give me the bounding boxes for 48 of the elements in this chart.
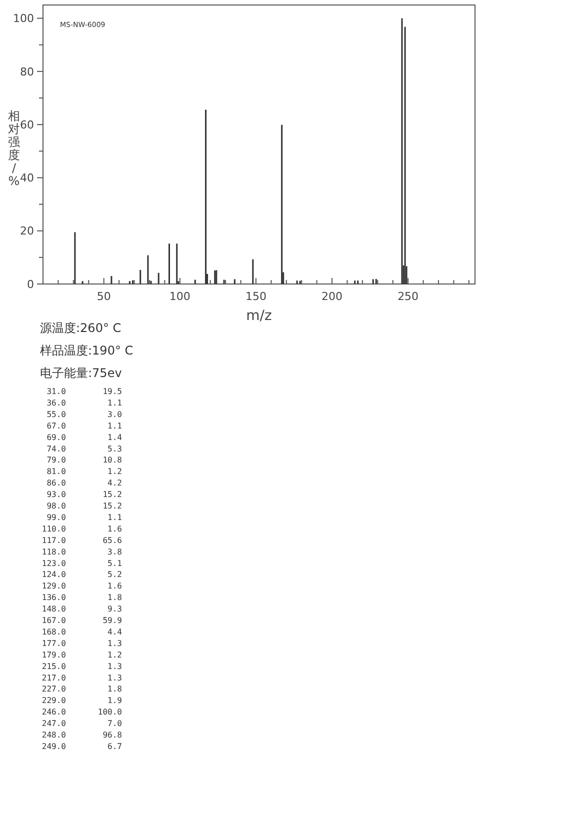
text: 69.0 1.4	[46, 432, 122, 442]
text: 177.0 1.3	[42, 638, 122, 648]
y-tick-label: 100	[13, 12, 34, 26]
text: 118.0 3.8	[42, 547, 122, 556]
text: 电子能量:75ev	[40, 366, 122, 380]
text: 249.0 6.7	[42, 742, 122, 751]
text: 227.0 1.8	[42, 684, 122, 694]
x-tick-label: 50	[96, 290, 111, 303]
y-tick-label: 80	[20, 65, 34, 78]
text: 124.0 5.2	[42, 570, 122, 580]
x-axis-title: m/z	[246, 308, 272, 324]
text: 247.0 7.0	[42, 719, 122, 728]
text: 117.0 65.6	[42, 536, 122, 545]
x-tick-label: 250	[398, 290, 419, 303]
text: 129.0 1.6	[42, 582, 122, 591]
text: 31.0 19.5	[46, 387, 122, 396]
y-tick-label: 0	[27, 278, 34, 291]
text: 55.0 3.0	[46, 410, 122, 419]
x-tick-label: 200	[322, 290, 343, 303]
y-tick-label: 20	[20, 224, 34, 238]
text: 67.0 1.1	[46, 421, 122, 430]
x-tick-label: 150	[245, 290, 266, 303]
text: 246.0 100.0	[42, 708, 122, 717]
text: 99.0 1.1	[46, 512, 122, 522]
text: 167.0 59.9	[42, 616, 122, 625]
text: 79.0 10.8	[46, 456, 122, 465]
text: 86.0 4.2	[46, 478, 122, 488]
text: 179.0 1.2	[42, 650, 122, 660]
text: 123.0 5.1	[42, 558, 122, 568]
text: 217.0 1.3	[42, 673, 122, 682]
text: 74.0 5.3	[46, 444, 122, 454]
text: 93.0 15.2	[46, 490, 122, 500]
text: 36.0 1.1	[46, 398, 122, 408]
y-tick-label: 40	[20, 172, 34, 185]
y-axis-title: 相对强度/%	[8, 109, 20, 188]
x-tick-label: 100	[169, 290, 190, 303]
text: 98.0 15.2	[46, 502, 122, 510]
text: 215.0 1.3	[42, 662, 122, 671]
text: 源温度:260° C	[40, 321, 122, 335]
text: 248.0 96.8	[42, 730, 122, 740]
text: 81.0 1.2	[46, 467, 122, 476]
text: 229.0 1.9	[42, 696, 122, 706]
text: 110.0 1.6	[42, 524, 122, 534]
text: 136.0 1.8	[42, 593, 122, 602]
text: 148.0 9.3	[42, 604, 122, 614]
text: 样品温度:190° C	[40, 344, 134, 358]
text: 168.0 4.4	[42, 627, 122, 636]
y-tick-label: 60	[20, 118, 34, 132]
